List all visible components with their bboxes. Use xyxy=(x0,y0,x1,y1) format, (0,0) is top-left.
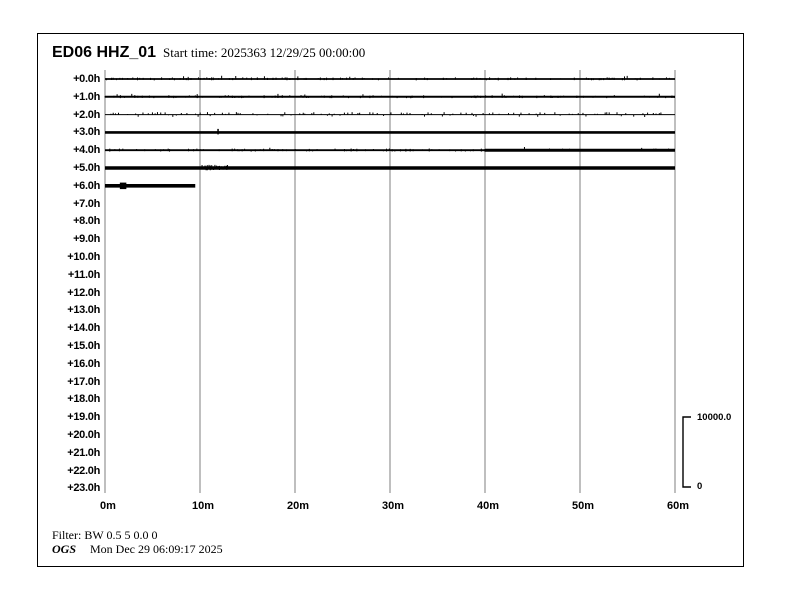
y-axis-label: +0.0h xyxy=(73,73,100,85)
x-axis-label: 30m xyxy=(381,500,405,512)
y-axis-label: +3.0h xyxy=(73,126,100,139)
x-axis-label: 60m xyxy=(666,500,690,512)
y-axis-label: +19.0h xyxy=(67,411,100,424)
gridlines xyxy=(104,70,676,493)
amplitude-scale-bracket xyxy=(682,416,691,488)
x-axis-label: 10m xyxy=(191,500,215,512)
y-axis-label: +23.0h xyxy=(67,482,100,495)
y-axis-label: +5.0h xyxy=(73,162,100,174)
trace-row-6 xyxy=(105,182,196,190)
y-axis-label: +8.0h xyxy=(73,215,100,228)
y-axis-labels: +0.0h +1.0h +2.0h +3.0h +4.0h +5.0h +6.0h +7.0h… xyxy=(40,0,100,612)
y-axis-label: +1.0h xyxy=(73,90,100,103)
y-axis-label: +2.0h xyxy=(73,108,100,121)
filter-info: Filter: BW 0.5 5 0.0 0 xyxy=(52,528,158,542)
start-time-label: Start time: 2025363 12/29/25 00:00:00 xyxy=(163,45,366,60)
y-axis-label: +11.0h xyxy=(67,268,100,281)
y-axis-label: +15.0h xyxy=(67,340,100,352)
y-axis-label: +9.0h xyxy=(73,233,100,246)
y-axis-label: +14.0h xyxy=(67,322,100,335)
page-title: ED06 HHZ_01 Start time: 2025363 12/29/25 … xyxy=(52,44,365,62)
y-axis-label: +6.0h xyxy=(73,179,100,192)
y-axis-label: +17.0h xyxy=(67,375,100,388)
amplitude-scale-max-label: 10000.0 xyxy=(697,412,732,423)
x-axis-label: 0m xyxy=(100,500,116,512)
generated-timestamp: Mon Dec 29 06:09:17 2025 xyxy=(90,542,223,556)
y-axis-label: +10.0h xyxy=(67,251,100,263)
y-axis-label: +4.0h xyxy=(73,144,100,157)
y-axis-label: +18.0h xyxy=(67,393,100,406)
y-axis-label: +22.0h xyxy=(67,464,100,477)
x-axis-label: 40m xyxy=(476,500,500,512)
amplitude-scale-min-label: 0 xyxy=(697,481,703,492)
y-axis-label: +7.0h xyxy=(73,197,100,210)
x-axis-label: 50m xyxy=(571,500,595,512)
agency-label: OGS xyxy=(52,542,77,556)
trace-row-3 xyxy=(105,128,675,135)
y-axis-label: +21.0h xyxy=(67,446,100,459)
y-axis-label: +12.0h xyxy=(67,286,100,299)
trace-row-5 xyxy=(105,164,675,171)
trace-row-2 xyxy=(105,112,675,118)
y-axis-label: +20.0h xyxy=(67,429,100,441)
footer-line: OGS Mon Dec 29 06:09:17 2025 xyxy=(52,542,223,557)
trace-row-4 xyxy=(105,147,675,152)
station-channel-title: ED06 HHZ_01 xyxy=(52,44,157,61)
trace-row-1 xyxy=(104,93,675,99)
trace-row-0 xyxy=(105,75,675,81)
y-axis-label: +13.0h xyxy=(67,304,100,317)
y-axis-label: +16.0h xyxy=(67,357,100,370)
x-axis-label: 20m xyxy=(286,500,310,512)
